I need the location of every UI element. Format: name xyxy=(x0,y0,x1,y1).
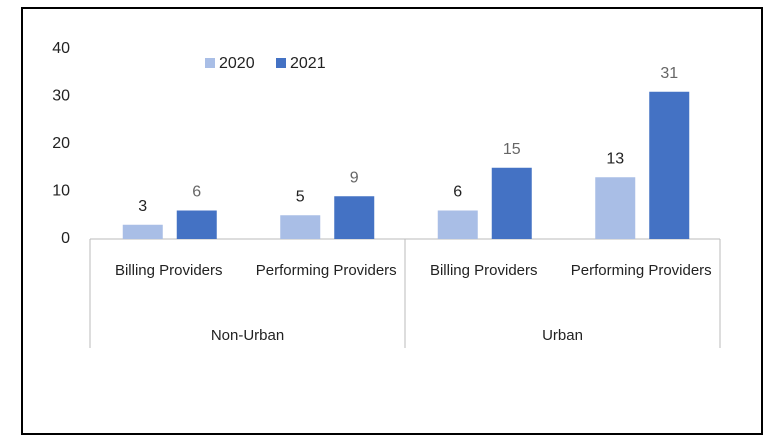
data-label: 6 xyxy=(453,184,462,201)
bar xyxy=(437,210,478,239)
bar xyxy=(334,196,375,239)
bar xyxy=(649,91,690,239)
group-label: Urban xyxy=(542,327,583,344)
data-label: 3 xyxy=(138,198,147,215)
x-tick-label: Billing Providers xyxy=(114,262,223,279)
data-label: 6 xyxy=(192,184,201,201)
bar xyxy=(176,210,217,239)
data-label: 13 xyxy=(606,150,624,167)
group-label: Non-Urban xyxy=(210,327,285,344)
x-tick-label: Billing Providers xyxy=(429,262,538,279)
y-tick-label: 30 xyxy=(52,88,70,105)
data-label: 5 xyxy=(296,188,305,205)
y-tick-label: 10 xyxy=(52,183,70,200)
y-tick-label: 0 xyxy=(61,230,70,247)
x-tick-label: Performing Providers xyxy=(570,262,712,279)
data-label: 9 xyxy=(350,169,359,186)
legend-swatch xyxy=(205,58,215,68)
data-label: 15 xyxy=(503,141,521,158)
bar xyxy=(491,167,532,239)
x-tick-label: Performing Providers xyxy=(255,262,397,279)
data-label: 31 xyxy=(660,65,678,82)
bar xyxy=(280,215,321,239)
legend-swatch xyxy=(276,58,286,68)
legend-label: 2020 xyxy=(219,55,255,72)
bar xyxy=(595,177,636,239)
y-tick-label: 40 xyxy=(52,40,70,57)
bar xyxy=(122,224,163,239)
legend-label: 2021 xyxy=(290,55,326,72)
y-tick-label: 20 xyxy=(52,135,70,152)
frame xyxy=(21,7,763,435)
